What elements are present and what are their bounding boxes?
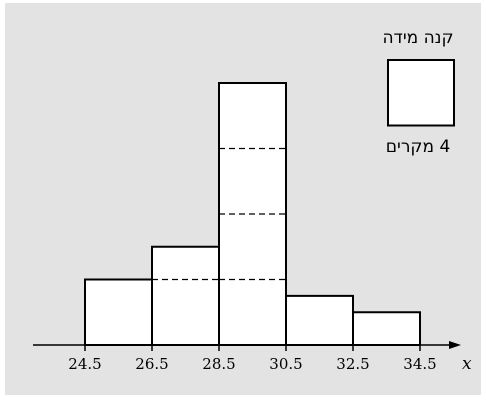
scale-legend: קנה מידה 4 מקרים xyxy=(382,28,455,157)
bar-divider-lines xyxy=(152,147,286,281)
histogram-bar xyxy=(84,278,153,346)
legend-unit-square xyxy=(387,59,455,127)
histogram-bar xyxy=(285,294,354,346)
x-axis-tick-labels: 24.5 26.5 28.5 30.5 32.5 34.5 xyxy=(68,355,436,373)
histogram-bar xyxy=(352,311,421,346)
x-tick-label: 28.5 xyxy=(202,355,235,373)
x-tick-label: 24.5 xyxy=(68,355,101,373)
histogram-figure: 24.5 26.5 28.5 30.5 32.5 34.5 x קנה מידה 4 מק… xyxy=(5,3,481,395)
x-tick-label: 32.5 xyxy=(336,355,369,373)
x-axis-label: x xyxy=(462,354,472,374)
histogram-bar xyxy=(151,245,220,346)
x-tick-label: 26.5 xyxy=(135,355,168,373)
legend-title: קנה מידה xyxy=(382,28,453,48)
histogram-chart: 24.5 26.5 28.5 30.5 32.5 34.5 x קנה מידה 4 מק… xyxy=(5,3,481,395)
x-axis-ticks xyxy=(84,345,421,351)
x-axis-arrowhead xyxy=(449,341,461,349)
x-tick-label: 30.5 xyxy=(269,355,302,373)
legend-caption: 4 מקרים xyxy=(386,137,451,157)
x-tick-label: 34.5 xyxy=(403,355,436,373)
